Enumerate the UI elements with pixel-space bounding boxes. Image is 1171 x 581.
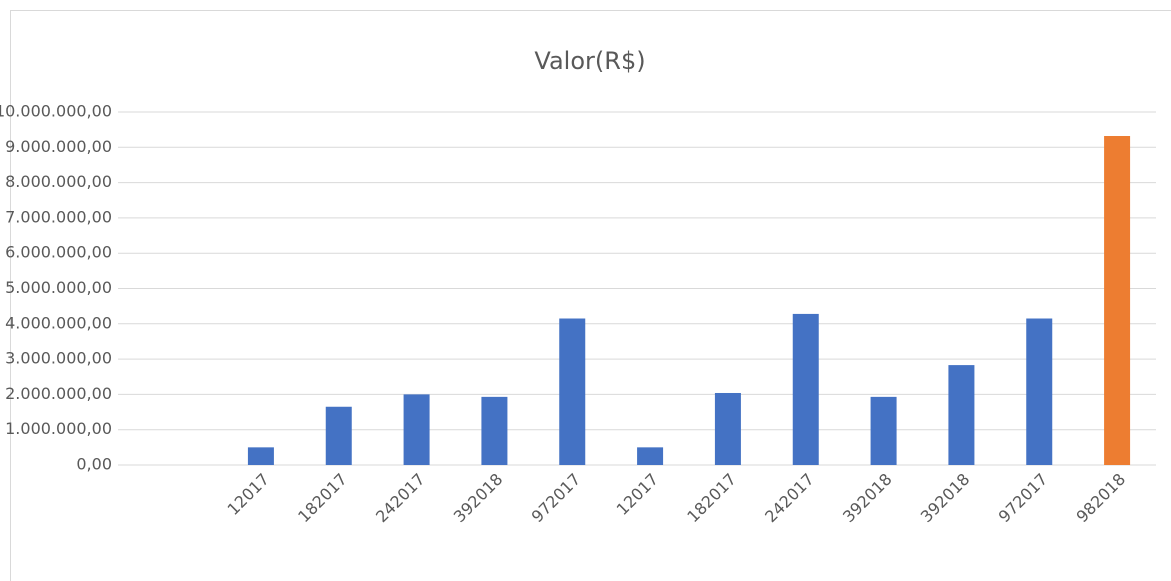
y-tick-label: 9.000.000,00 xyxy=(5,137,112,156)
y-tick-label: 8.000.000,00 xyxy=(5,172,112,191)
bar xyxy=(637,447,664,465)
y-tick-label: 7.000.000,00 xyxy=(5,207,112,226)
bar xyxy=(792,313,819,465)
chart-title: Valor(R$) xyxy=(534,47,645,75)
bar xyxy=(1104,136,1131,465)
y-tick-label: 3.000.000,00 xyxy=(5,349,112,368)
bar xyxy=(403,394,430,465)
bar xyxy=(325,406,352,465)
y-tick-label: 1.000.000,00 xyxy=(5,419,112,438)
bar xyxy=(481,396,508,465)
y-tick-label: 4.000.000,00 xyxy=(5,313,112,332)
y-tick-label: 0,00 xyxy=(76,455,112,474)
y-tick-label: 2.000.000,00 xyxy=(5,384,112,403)
bar xyxy=(948,365,975,465)
bar xyxy=(559,318,586,465)
chart-frame xyxy=(10,10,1171,581)
bar xyxy=(714,392,741,465)
bar xyxy=(247,447,274,465)
y-tick-label: 10.000.000,00 xyxy=(0,102,112,121)
bar xyxy=(870,396,897,465)
y-tick-label: 5.000.000,00 xyxy=(5,278,112,297)
bar xyxy=(1026,318,1053,465)
y-tick-label: 6.000.000,00 xyxy=(5,243,112,262)
